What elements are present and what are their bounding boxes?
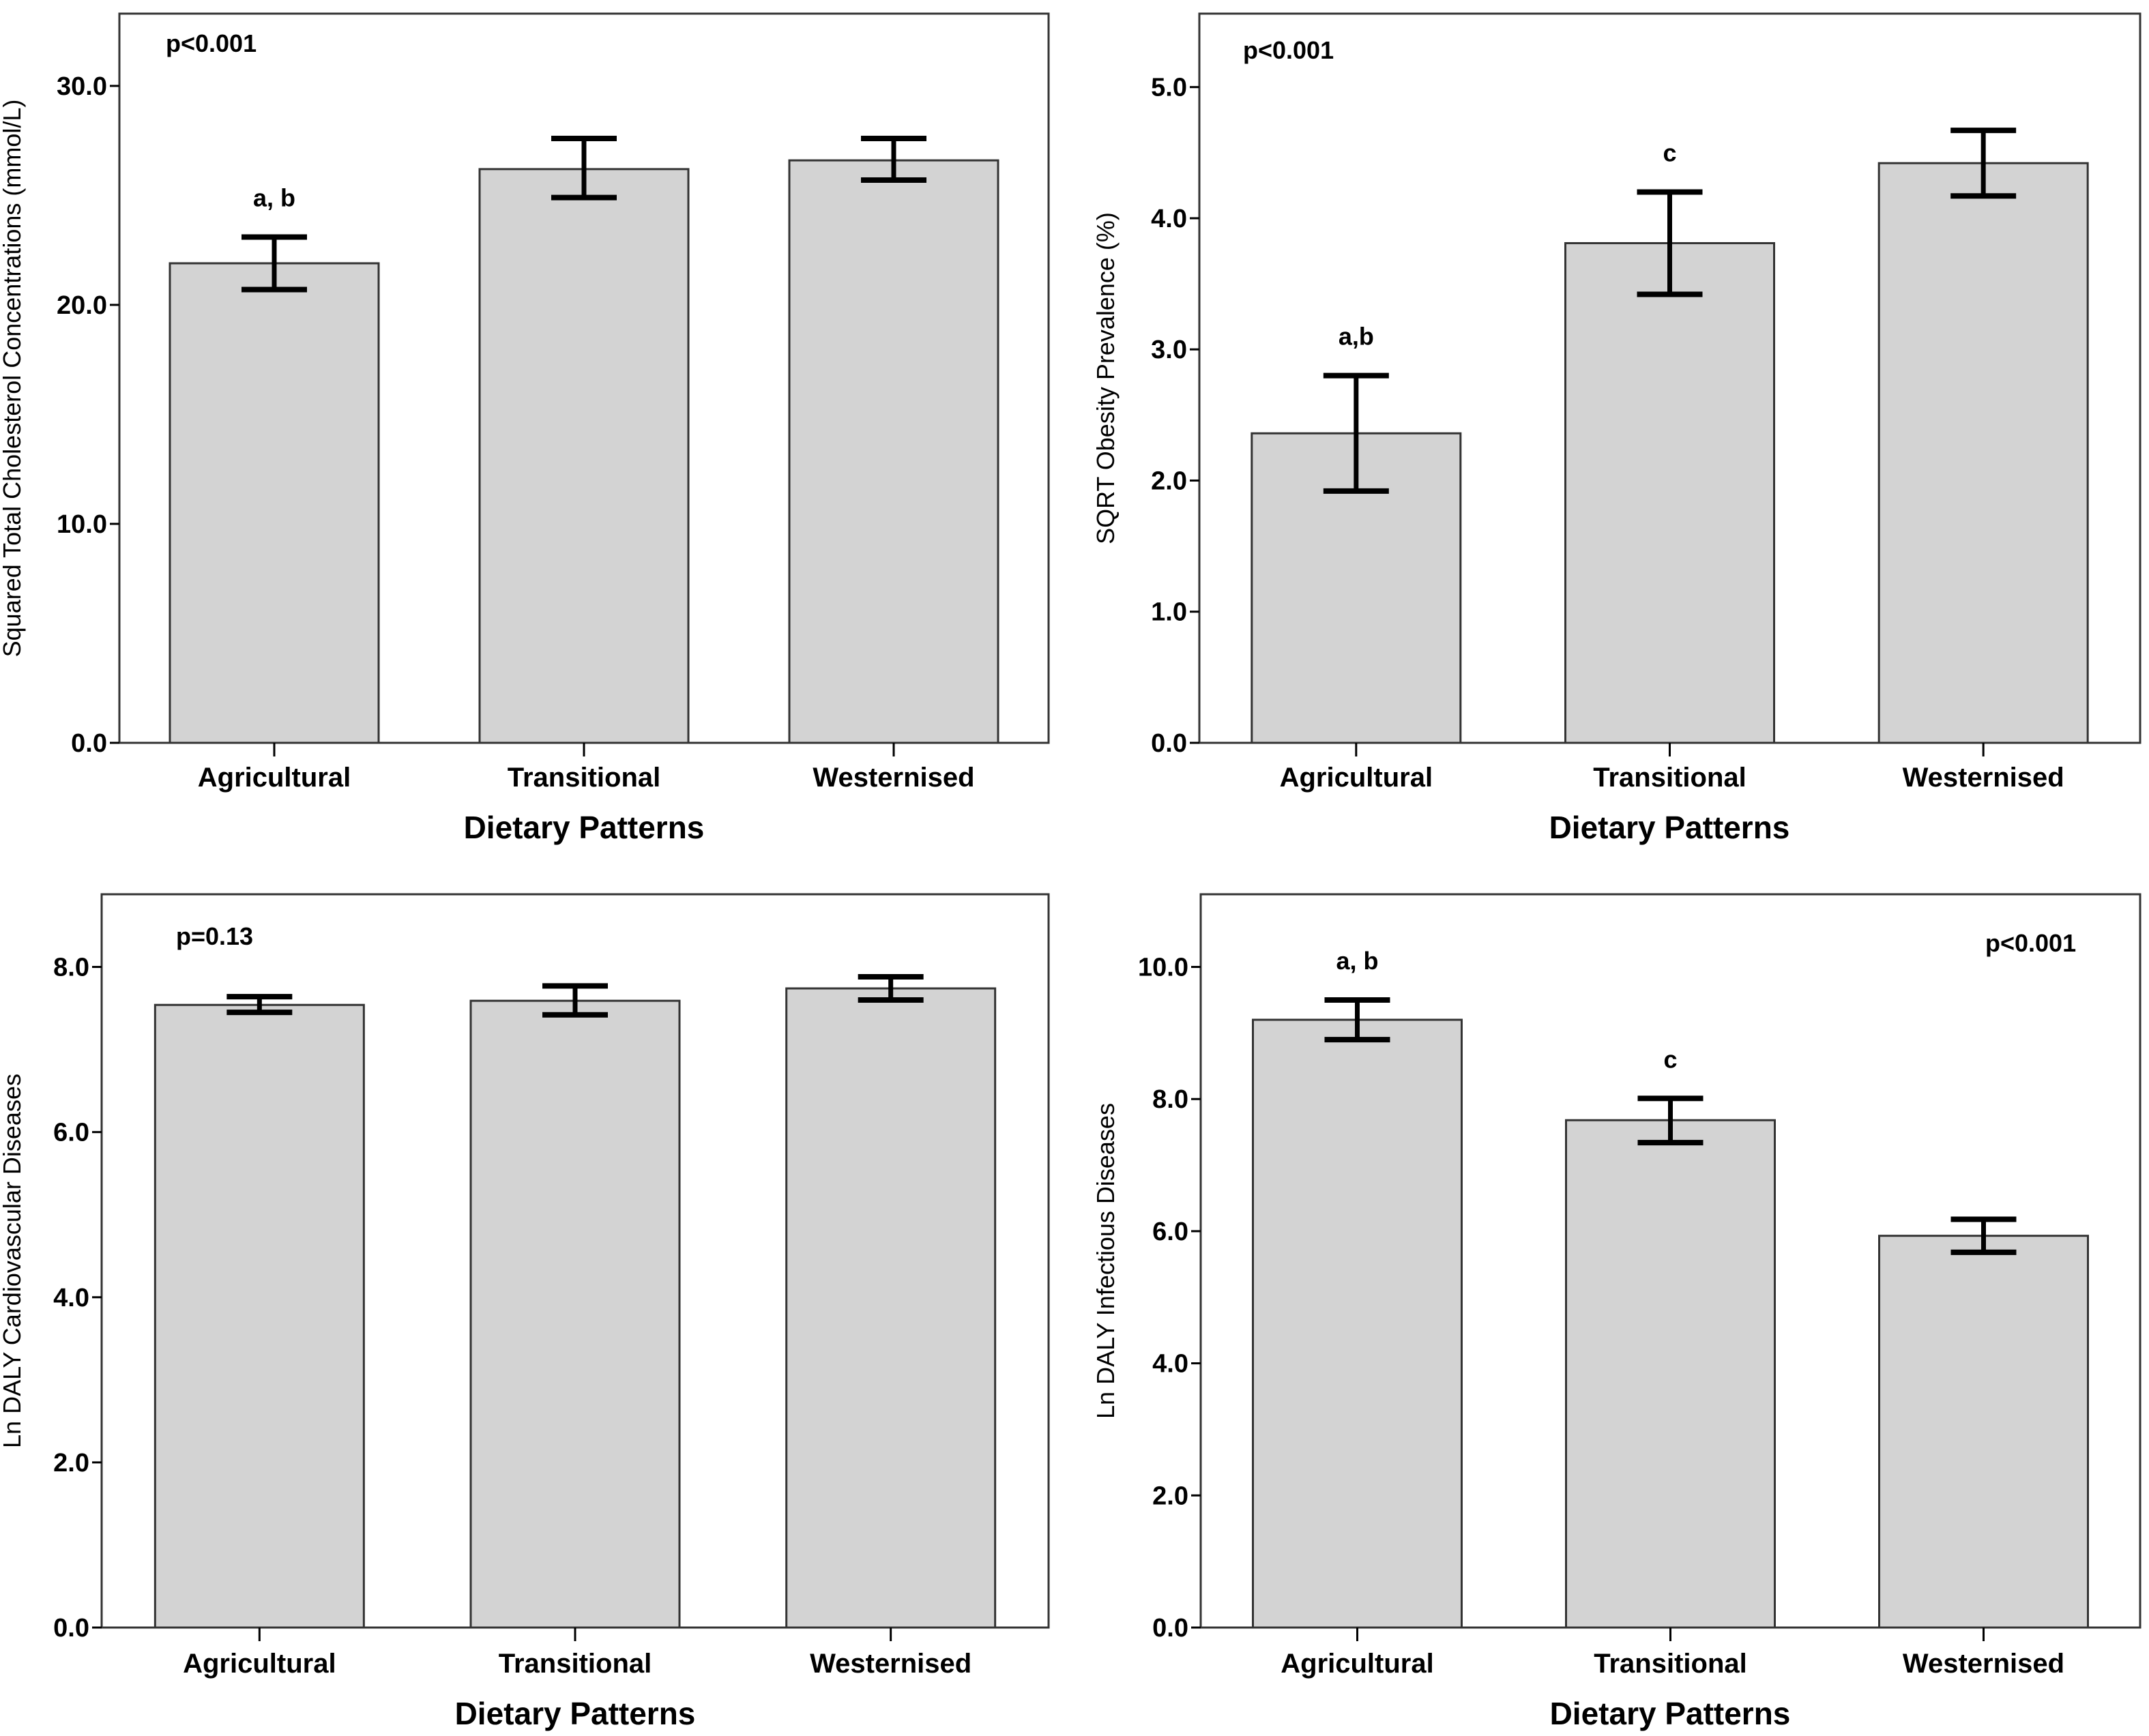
y-tick-label: 20.0 [57, 291, 107, 320]
x-tick-label: Westernised [1903, 763, 2064, 793]
y-axis-title: Ln DALY Infectious Diseases [1092, 1103, 1120, 1419]
y-tick-label: 5.0 [1151, 74, 1187, 102]
bar-agricultural [154, 1003, 365, 1629]
significance-label: a, b [1336, 947, 1378, 975]
y-axis-title: Ln DALY Cardiovascular Diseases [0, 1074, 26, 1448]
p-value-annotation: p=0.13 [176, 922, 253, 950]
x-tick-label: Westernised [1903, 1649, 2064, 1679]
y-tick-label: 2.0 [53, 1449, 89, 1477]
y-tick-label: 30.0 [57, 72, 107, 101]
y-tick-label: 2.0 [1152, 1482, 1188, 1510]
y-tick-label: 2.0 [1151, 467, 1187, 495]
p-value-annotation: p<0.001 [1985, 929, 2076, 957]
x-tick-label: Agricultural [1281, 1649, 1433, 1679]
y-tick-label: 6.0 [1152, 1218, 1188, 1246]
bar-transitional [478, 168, 690, 744]
x-tick-label: Transitional [1593, 763, 1746, 793]
bar-transitional [469, 999, 681, 1629]
p-value-annotation: p<0.001 [166, 29, 257, 57]
y-tick-label: 3.0 [1151, 336, 1187, 364]
y-tick-label: 10.0 [1138, 954, 1188, 982]
y-tick-label: 0.0 [1152, 1614, 1188, 1643]
chart-infectious-daly: 0.0 2.0 4.0 6.0 8.0 10.0 Agricultural a, b Trans… [1092, 893, 2141, 1731]
bar-westernised [1878, 1235, 2089, 1629]
significance-label: a, b [253, 183, 295, 211]
y-tick-label: 8.0 [1152, 1085, 1188, 1114]
x-tick-label: Agricultural [183, 1649, 336, 1679]
x-tick-label: Agricultural [198, 763, 351, 793]
significance-label: c [1663, 1045, 1677, 1073]
y-tick-label: 1.0 [1151, 598, 1187, 627]
x-axis-title: Dietary Patterns [455, 1696, 696, 1731]
y-tick-label: 0.0 [71, 729, 107, 758]
x-tick-label: Westernised [813, 763, 974, 793]
x-axis-title: Dietary Patterns [1550, 1696, 1791, 1731]
chart-cvd-daly: 0.0 2.0 4.0 6.0 8.0 Agricultural Transitional W… [0, 893, 1050, 1731]
y-tick-label: 8.0 [53, 954, 89, 982]
x-tick-label: Transitional [1594, 1649, 1747, 1679]
bar-agricultural [1252, 1018, 1463, 1629]
y-tick-label: 6.0 [53, 1119, 89, 1147]
x-tick-label: Westernised [810, 1649, 971, 1679]
chart-obesity: 0.0 1.0 2.0 3.0 4.0 5.0 Agricultural a,b Transit… [1092, 12, 2141, 845]
bar-agricultural [169, 262, 380, 744]
bar-transitional [1565, 1119, 1776, 1629]
y-tick-label: 4.0 [53, 1284, 89, 1312]
x-tick-label: Transitional [508, 763, 661, 793]
bar-westernised [785, 987, 997, 1629]
y-tick-label: 4.0 [1151, 205, 1187, 233]
x-axis-title: Dietary Patterns [464, 810, 705, 845]
significance-label: a,b [1339, 323, 1374, 351]
y-axis-title: Squared Total Cholesterol Concentrations… [0, 100, 26, 658]
y-tick-label: 4.0 [1152, 1350, 1188, 1379]
p-value-annotation: p<0.001 [1243, 36, 1334, 64]
bar-westernised [788, 159, 999, 744]
x-axis-title: Dietary Patterns [1549, 810, 1790, 845]
significance-label: c [1663, 138, 1676, 166]
y-tick-label: 10.0 [57, 510, 107, 539]
y-axis-title: SQRT Obesity Prevalence (%) [1092, 212, 1120, 544]
y-tick-label: 0.0 [1151, 729, 1187, 758]
bar-westernised [1877, 162, 2089, 744]
bar-transitional [1564, 241, 1775, 744]
x-tick-label: Transitional [499, 1649, 652, 1679]
chart-cholesterol: 0.0 10.0 20.0 30.0 Agricultural a, b Transitio… [0, 12, 1050, 845]
y-tick-label: 0.0 [53, 1614, 89, 1643]
x-tick-label: Agricultural [1280, 763, 1433, 793]
